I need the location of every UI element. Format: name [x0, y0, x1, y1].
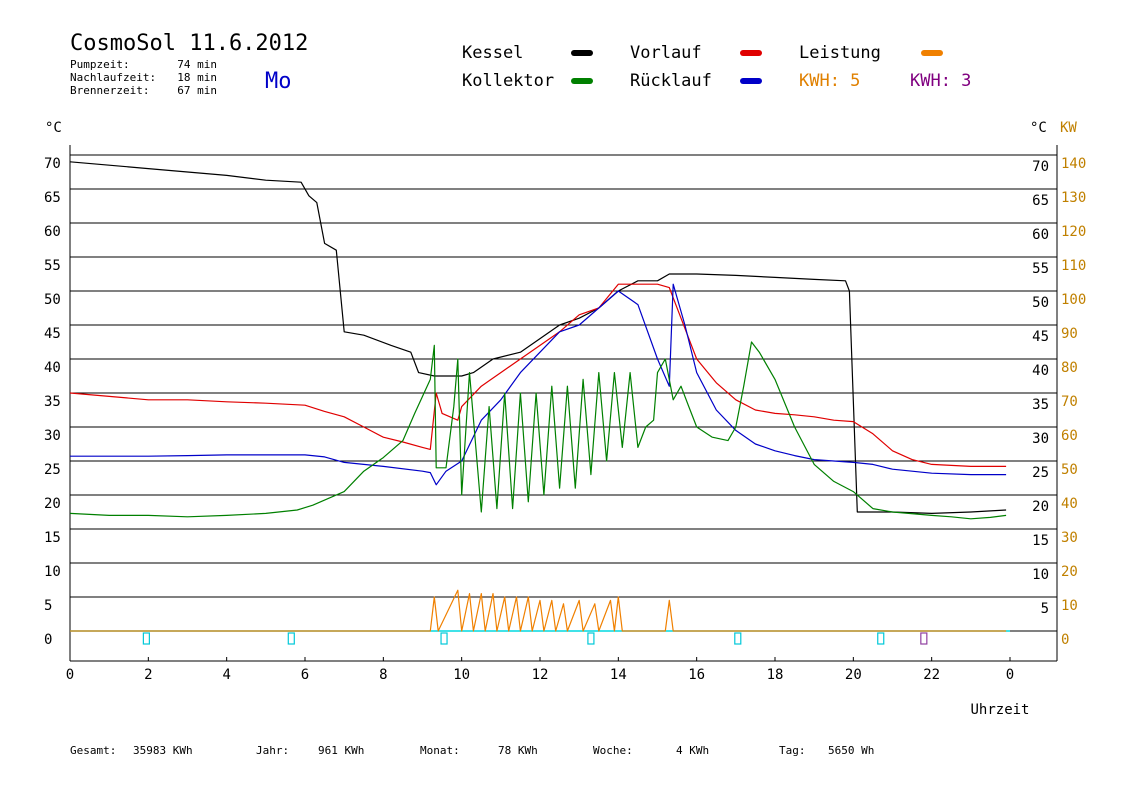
y-tick-label-right: 10 [1032, 567, 1049, 583]
series-line-vorlauf [69, 283, 1007, 467]
y-tick-label-kw: 20 [1061, 564, 1078, 580]
stat-label: Brennerzeit: [70, 84, 149, 97]
series-line-rcklauf [70, 283, 1007, 486]
y-tick-label-right: 40 [1032, 363, 1049, 379]
series-line-kessel [69, 161, 1007, 514]
y-tick-label-kw: 80 [1061, 360, 1078, 376]
footer-value: 78 KWh [498, 744, 538, 757]
x-axis-label: Uhrzeit [970, 702, 1029, 718]
legend-label: Vorlauf [630, 43, 702, 63]
y-tick-label-left: 50 [44, 292, 61, 308]
legend-label: Kollektor [462, 71, 554, 91]
y-tick-label-kw: 110 [1061, 258, 1086, 274]
y-tick-label-kw: 140 [1061, 156, 1086, 172]
y-axis-unit-kw: KW [1060, 120, 1077, 136]
footer-label: Gesamt: [70, 744, 116, 757]
y-tick-label-left: 35 [44, 394, 61, 410]
x-tick-label: 16 [688, 667, 705, 683]
y-tick-label-right: 45 [1032, 329, 1049, 345]
footer-value: 5650 Wh [828, 744, 874, 757]
footer-label: Woche: [593, 744, 633, 757]
y-tick-label-right: 70 [1032, 159, 1049, 175]
x-tick-label: 6 [301, 667, 309, 683]
x-tick-label: 2 [144, 667, 152, 683]
series-line-leistung [70, 589, 1007, 632]
x-tick-label: 10 [453, 667, 470, 683]
y-tick-label-right: 20 [1032, 499, 1049, 515]
y-tick-label-kw: 70 [1061, 394, 1078, 410]
footer-value: 961 KWh [318, 744, 364, 757]
footer-label: Monat: [420, 744, 460, 757]
y-tick-label-left: 15 [44, 530, 61, 546]
x-tick-label: 8 [379, 667, 387, 683]
marker [587, 632, 595, 645]
y-tick-label-kw: 30 [1061, 530, 1078, 546]
footer-value: 4 KWh [676, 744, 709, 757]
y-tick-label-kw: 60 [1061, 428, 1078, 444]
y-tick-label-left: 0 [44, 632, 52, 648]
y-tick-label-left: 5 [44, 598, 52, 614]
y-tick-label-left: 20 [44, 496, 61, 512]
x-tick-label: 22 [923, 667, 940, 683]
y-tick-label-right: 35 [1032, 397, 1049, 413]
kwh-label: KWH: 5 [799, 71, 860, 91]
kwh-label: KWH: 3 [910, 71, 971, 91]
y-tick-label-left: 25 [44, 462, 61, 478]
legend-label: Leistung [799, 43, 881, 63]
stat-value: 67 min [177, 84, 217, 97]
y-tick-label-kw: 90 [1061, 326, 1078, 342]
y-tick-label-right: 55 [1032, 261, 1049, 277]
y-tick-label-kw: 120 [1061, 224, 1086, 240]
series-line-kollektor [69, 341, 1007, 520]
footer-value: 35983 KWh [133, 744, 193, 757]
marker [142, 632, 150, 645]
marker [920, 632, 928, 645]
x-tick-label: 18 [767, 667, 784, 683]
marker [440, 632, 448, 645]
y-tick-label-kw: 50 [1061, 462, 1078, 478]
legend-label: Rücklauf [630, 71, 712, 91]
y-tick-label-right: 60 [1032, 227, 1049, 243]
x-tick-label: 0 [66, 667, 74, 683]
y-tick-label-kw: 130 [1061, 190, 1086, 206]
stat-label: Pumpzeit: [70, 58, 130, 71]
y-axis-unit-right: °C [1030, 120, 1047, 136]
y-axis-unit-left: °C [45, 120, 62, 136]
y-tick-label-right: 5 [1041, 601, 1049, 617]
x-tick-label: 12 [532, 667, 549, 683]
y-tick-label-right: 30 [1032, 431, 1049, 447]
x-tick-label: 14 [610, 667, 627, 683]
y-tick-label-right: 65 [1032, 193, 1049, 209]
marker [287, 632, 295, 645]
chart-title: CosmoSol 11.6.2012 [70, 31, 308, 56]
y-tick-label-right: 25 [1032, 465, 1049, 481]
y-tick-label-left: 65 [44, 190, 61, 206]
y-tick-label-right: 50 [1032, 295, 1049, 311]
footer-label: Tag: [779, 744, 806, 757]
stat-value: 18 min [177, 71, 217, 84]
x-tick-label: 0 [1006, 667, 1014, 683]
y-tick-label-kw: 10 [1061, 598, 1078, 614]
stat-value: 74 min [177, 58, 217, 71]
y-tick-label-left: 45 [44, 326, 61, 342]
y-tick-label-kw: 40 [1061, 496, 1078, 512]
legend-label: Kessel [462, 43, 523, 63]
y-tick-label-left: 60 [44, 224, 61, 240]
y-tick-label-left: 55 [44, 258, 61, 274]
stat-label: Nachlaufzeit: [70, 71, 156, 84]
marker [877, 632, 885, 645]
day-label: Mo [265, 69, 292, 94]
y-tick-label-right: 15 [1032, 533, 1049, 549]
x-tick-label: 4 [222, 667, 230, 683]
footer-label: Jahr: [256, 744, 289, 757]
y-tick-label-kw: 0 [1061, 632, 1069, 648]
marker [734, 632, 742, 645]
y-tick-label-left: 40 [44, 360, 61, 376]
y-tick-label-left: 30 [44, 428, 61, 444]
y-tick-label-kw: 100 [1061, 292, 1086, 308]
y-tick-label-left: 70 [44, 156, 61, 172]
y-tick-label-left: 10 [44, 564, 61, 580]
x-tick-label: 20 [845, 667, 862, 683]
